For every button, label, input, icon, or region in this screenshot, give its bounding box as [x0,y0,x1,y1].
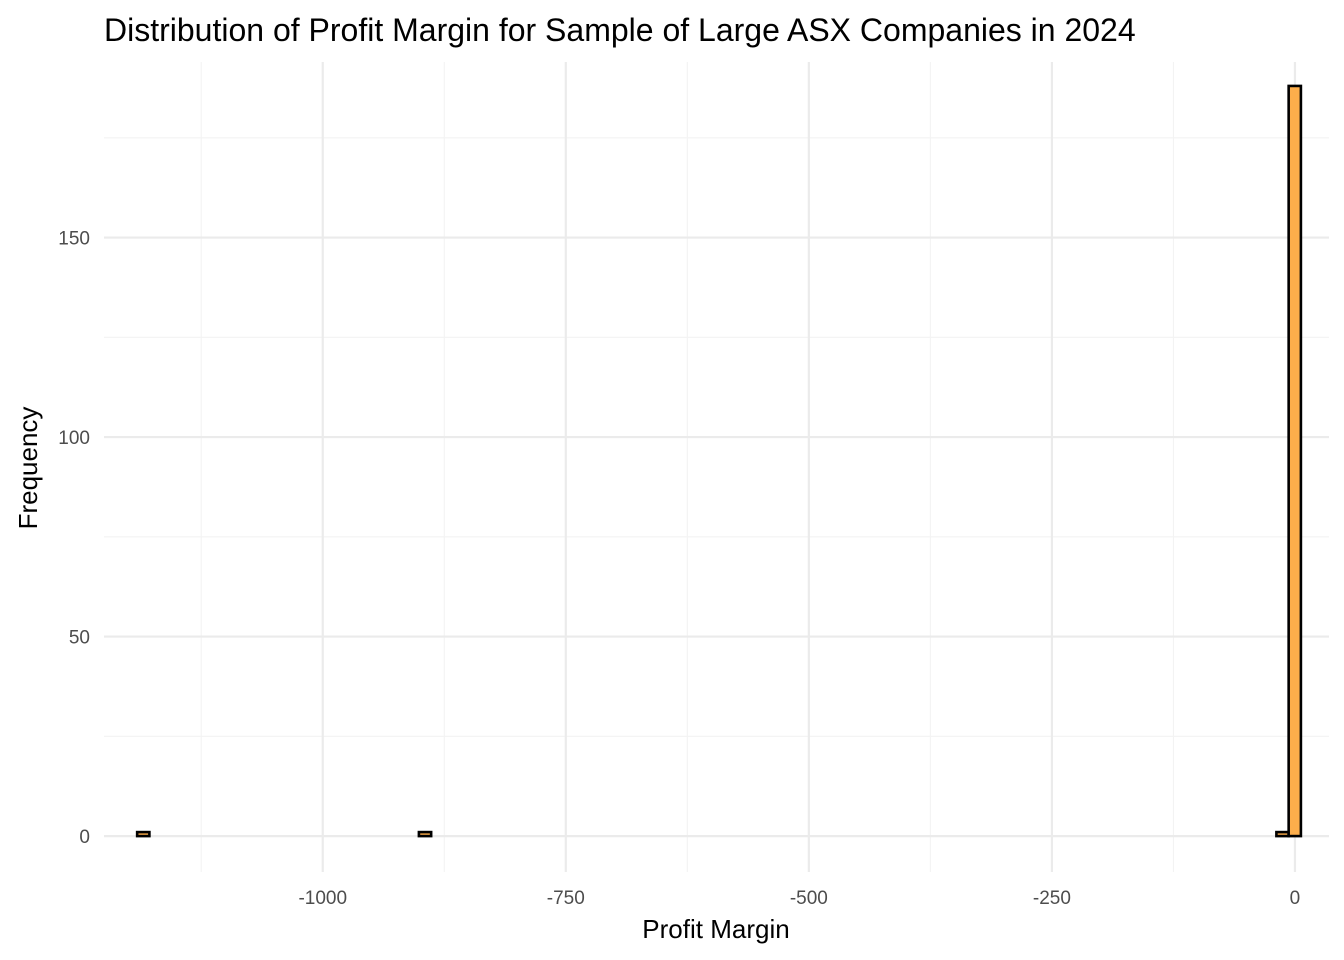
histogram-bar [417,830,433,838]
y-tick-label: 0 [79,827,90,848]
histogram-bars [135,84,1303,838]
histogram-bar [135,830,151,838]
x-axis-title: Profit Margin [642,914,789,944]
minor-gridlines [104,62,1329,872]
x-tick-label: -250 [1033,888,1071,909]
y-tick-label: 50 [69,628,90,649]
x-tick-label: -1000 [298,888,347,909]
x-tick-label: 0 [1290,888,1301,909]
x-tick-label: -750 [547,888,585,909]
major-gridlines [104,62,1329,872]
y-tick-label: 150 [58,229,90,250]
chart-title: Distribution of Profit Margin for Sample… [104,12,1136,48]
y-tick-label: 100 [58,428,90,449]
y-axis-title: Frequency [13,407,43,530]
histogram-bar [1287,84,1303,838]
x-tick-label: -500 [790,888,828,909]
x-axis-tick-labels: -1000 -750 -500 -250 0 [298,888,1300,909]
y-axis-tick-labels: 0 50 100 150 [58,229,90,849]
histogram-bar [1275,830,1290,838]
